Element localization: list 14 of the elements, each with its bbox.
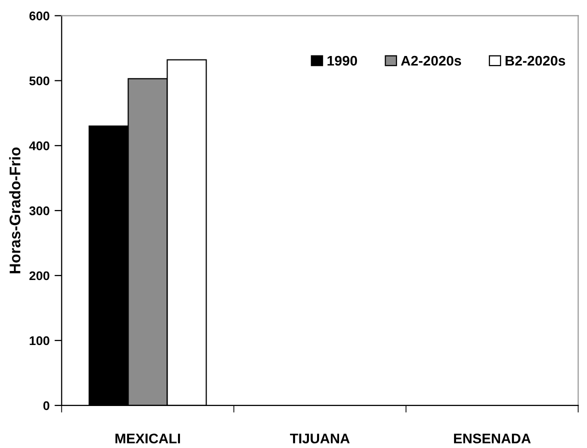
y-tick-label: 500 [29,76,50,86]
legend-label: 1990 [328,56,358,66]
legend-label: B2-2020s [506,56,566,66]
y-tick-label: 200 [29,271,50,280]
y-axis-title: Horas-Grado-Frio [9,147,20,274]
x-tick-label: ENSENADA [454,434,531,444]
x-tick-label: MEXICALI [115,434,180,444]
y-tick-label: 0 [43,401,50,410]
y-tick-label: 600 [29,11,50,20]
y-tick-label: 400 [29,141,50,150]
legend-label: A2-2020s [400,56,462,66]
y-tick-label: 300 [29,206,50,216]
x-tick-label: TIJUANA [290,434,350,444]
y-tick-label: 100 [30,336,50,346]
